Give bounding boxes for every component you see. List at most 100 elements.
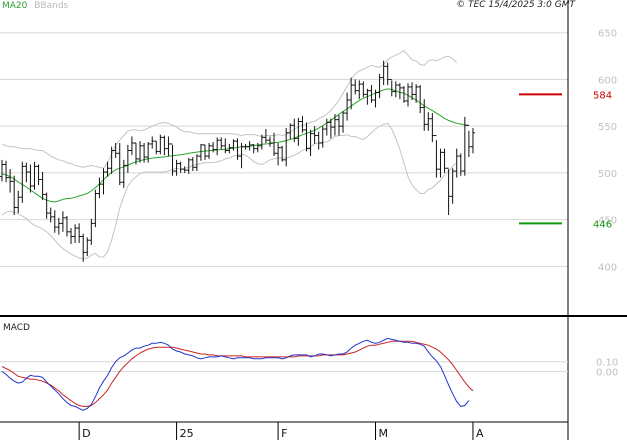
price-bar bbox=[377, 73, 382, 99]
price-bar bbox=[227, 143, 232, 154]
price-bar bbox=[16, 190, 21, 214]
price-bar bbox=[69, 228, 74, 244]
price-bar bbox=[85, 237, 90, 257]
price-bar bbox=[32, 161, 37, 190]
price-bar bbox=[466, 124, 471, 158]
macd-tick-label: 0.00 bbox=[596, 367, 618, 378]
price-bar bbox=[296, 117, 301, 146]
price-bar bbox=[324, 118, 329, 136]
price-bar bbox=[373, 89, 378, 108]
price-bar bbox=[101, 168, 106, 195]
price-bar bbox=[255, 143, 260, 153]
price-tick-label: 400 bbox=[598, 262, 617, 273]
price-bar bbox=[243, 143, 248, 150]
price-bar bbox=[312, 126, 317, 144]
y-axis-panel bbox=[568, 0, 627, 440]
price-bar bbox=[121, 159, 126, 188]
price-bar bbox=[365, 88, 370, 105]
price-bar bbox=[113, 143, 118, 158]
price-bar bbox=[215, 137, 220, 156]
price-bar bbox=[174, 159, 179, 176]
price-bar bbox=[239, 143, 244, 169]
price-bar bbox=[336, 114, 341, 136]
price-bar bbox=[24, 162, 29, 183]
price-bar bbox=[341, 111, 346, 133]
price-bar bbox=[73, 224, 78, 244]
x-tick-label: A bbox=[476, 427, 484, 440]
price-bar bbox=[48, 207, 53, 223]
bband-lower-line bbox=[1, 122, 458, 260]
macd-panel-title: MACD bbox=[3, 323, 30, 333]
price-bar bbox=[397, 83, 402, 100]
price-bar bbox=[272, 132, 277, 157]
price-bar bbox=[194, 154, 199, 172]
price-bar bbox=[142, 143, 147, 163]
price-bar bbox=[36, 164, 41, 186]
price-bar bbox=[251, 143, 256, 154]
macd-tick-label: 0.10 bbox=[596, 358, 618, 369]
price-bar bbox=[0, 159, 4, 182]
price-bar bbox=[158, 134, 163, 155]
price-bar bbox=[450, 168, 455, 204]
price-bar bbox=[422, 99, 427, 131]
price-bar bbox=[361, 81, 366, 98]
price-bar bbox=[198, 143, 203, 161]
price-bar bbox=[186, 157, 191, 174]
price-bar bbox=[203, 144, 207, 160]
price-bar bbox=[292, 118, 297, 143]
price-bar bbox=[369, 85, 374, 103]
price-bar bbox=[357, 80, 362, 100]
price-bar bbox=[393, 81, 398, 98]
price-bar bbox=[385, 62, 390, 86]
price-bar bbox=[64, 215, 69, 237]
price-bar bbox=[458, 153, 463, 176]
price-bar bbox=[308, 129, 313, 157]
price-bar bbox=[446, 167, 451, 215]
macd-line bbox=[1, 337, 470, 411]
price-bar bbox=[77, 223, 82, 244]
price-bar bbox=[97, 177, 102, 199]
price-bar bbox=[426, 112, 431, 131]
price-bar bbox=[150, 136, 155, 149]
price-bar bbox=[219, 137, 224, 150]
price-bar bbox=[211, 142, 216, 153]
price-bar bbox=[430, 113, 435, 143]
price-bar bbox=[345, 92, 350, 121]
price-bar bbox=[454, 148, 459, 178]
price-bar bbox=[105, 161, 110, 177]
price-tick-label: 500 bbox=[598, 169, 617, 180]
x-tick-label: 25 bbox=[180, 427, 194, 440]
price-bar bbox=[129, 136, 134, 156]
price-bar bbox=[56, 217, 61, 235]
macd-signal-line bbox=[1, 340, 474, 407]
price-bar bbox=[470, 128, 475, 154]
price-bar bbox=[235, 138, 240, 160]
ma20-line bbox=[1, 88, 469, 203]
price-bar bbox=[40, 171, 45, 201]
price-bar bbox=[300, 115, 305, 133]
price-bar bbox=[304, 122, 309, 152]
support-level-label: 446 bbox=[593, 219, 612, 230]
resistance-level-label: 584 bbox=[593, 90, 612, 101]
x-tick-label: M bbox=[379, 427, 389, 440]
x-tick-label: F bbox=[281, 427, 287, 440]
price-bar bbox=[93, 189, 98, 228]
price-bar bbox=[109, 146, 114, 174]
price-bar bbox=[247, 141, 252, 151]
price-bar bbox=[316, 131, 321, 150]
price-tick-label: 650 bbox=[598, 29, 617, 40]
price-bar bbox=[117, 143, 122, 186]
price-bar bbox=[125, 144, 130, 173]
price-bar bbox=[28, 164, 33, 193]
price-bar bbox=[418, 85, 423, 114]
price-bar bbox=[280, 145, 285, 162]
price-bar bbox=[81, 233, 86, 262]
copyright-text: © TEC 15/4/2025 3:0 GMT bbox=[456, 0, 575, 10]
price-bar bbox=[8, 169, 13, 193]
price-bar bbox=[288, 123, 293, 140]
price-bar bbox=[401, 85, 406, 103]
bband-upper-line bbox=[1, 49, 458, 169]
price-bar bbox=[328, 118, 333, 139]
